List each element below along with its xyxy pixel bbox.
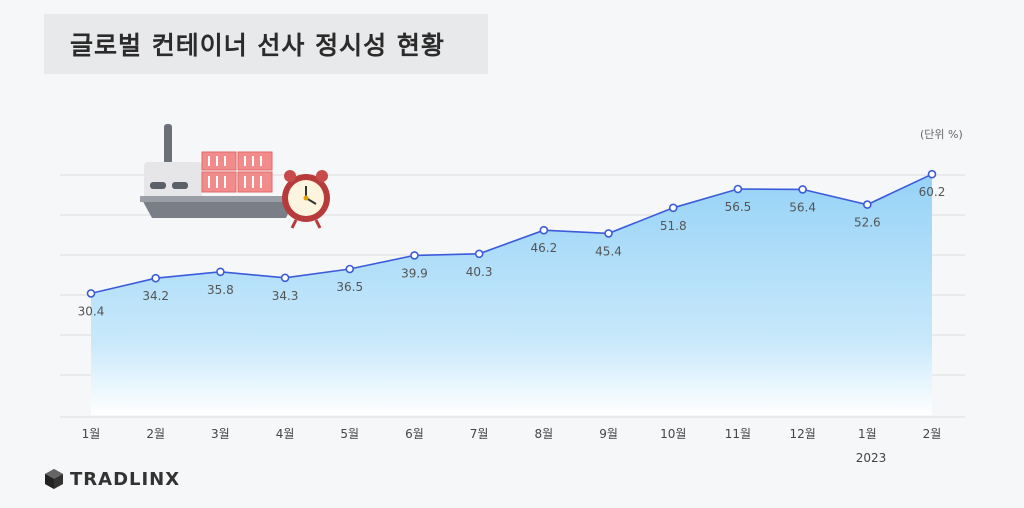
x-tick-label: 11월 bbox=[725, 427, 751, 441]
data-label: 60.2 bbox=[919, 185, 946, 199]
x-tick-label: 8월 bbox=[535, 427, 554, 441]
data-label: 56.5 bbox=[725, 200, 752, 214]
unit-label: (단위 %) bbox=[920, 128, 963, 141]
title-box: 글로벌 컨테이너 선사 정시성 현황 bbox=[44, 14, 488, 74]
brand-logo: TRADLINX bbox=[44, 468, 180, 490]
data-label: 36.5 bbox=[336, 280, 363, 294]
x-tick-label: 1월 bbox=[858, 427, 877, 441]
data-label: 40.3 bbox=[466, 265, 493, 279]
data-point bbox=[668, 203, 678, 213]
x-tick-label: 4월 bbox=[276, 427, 295, 441]
brand-name: TRADLINX bbox=[70, 468, 181, 490]
x-tick-label: 9월 bbox=[599, 427, 618, 441]
data-point bbox=[86, 289, 96, 298]
container-ship-with-alarm-clock-icon bbox=[140, 124, 330, 229]
x-tick-label: 6월 bbox=[405, 427, 424, 441]
data-labels: 30.4 34.2 35.8 34.3 36.5 39.9 40.3 46.2 45.4 51.8… bbox=[78, 185, 946, 318]
x-tick-label: 3월 bbox=[211, 427, 230, 441]
x-tick-label: 2월 bbox=[923, 427, 942, 441]
data-label: 46.2 bbox=[530, 241, 557, 255]
data-point bbox=[539, 225, 549, 235]
data-point bbox=[798, 185, 807, 194]
data-label: 52.6 bbox=[854, 216, 881, 230]
cube-logo-icon bbox=[45, 469, 63, 489]
data-points bbox=[86, 169, 937, 298]
data-label: 56.4 bbox=[789, 200, 816, 214]
data-label: 30.4 bbox=[78, 304, 105, 318]
data-point bbox=[863, 200, 872, 209]
year-label: 2023 bbox=[856, 451, 887, 465]
x-tick-label: 7월 bbox=[470, 427, 489, 441]
area-fill bbox=[91, 174, 932, 415]
data-label: 34.3 bbox=[272, 289, 299, 303]
x-tick-label: 2월 bbox=[146, 427, 165, 441]
x-tick-label: 12월 bbox=[789, 427, 815, 441]
data-point bbox=[280, 273, 290, 283]
x-tick-label: 10월 bbox=[660, 427, 686, 441]
data-point bbox=[733, 184, 743, 194]
data-point bbox=[604, 229, 613, 238]
data-point bbox=[216, 267, 225, 277]
chart-title: 글로벌 컨테이너 선사 정시성 현황 bbox=[70, 31, 445, 60]
data-label: 35.8 bbox=[207, 283, 234, 297]
x-tick-labels: 1월 2월 3월 4월 5월 6월 7월 8월 9월 10월 11월 12월 1월 2월 bbox=[82, 427, 942, 441]
data-point bbox=[151, 273, 160, 283]
data-label: 51.8 bbox=[660, 219, 687, 233]
data-label: 34.2 bbox=[142, 289, 169, 303]
data-point bbox=[474, 249, 484, 259]
series-line bbox=[90, 173, 933, 295]
x-tick-label: 1월 bbox=[82, 427, 101, 441]
data-point bbox=[927, 169, 937, 179]
data-point bbox=[410, 251, 419, 260]
data-label: 39.9 bbox=[401, 266, 428, 280]
data-label: 45.4 bbox=[595, 244, 622, 258]
x-tick-label: 5월 bbox=[340, 427, 359, 441]
data-point bbox=[345, 264, 355, 274]
